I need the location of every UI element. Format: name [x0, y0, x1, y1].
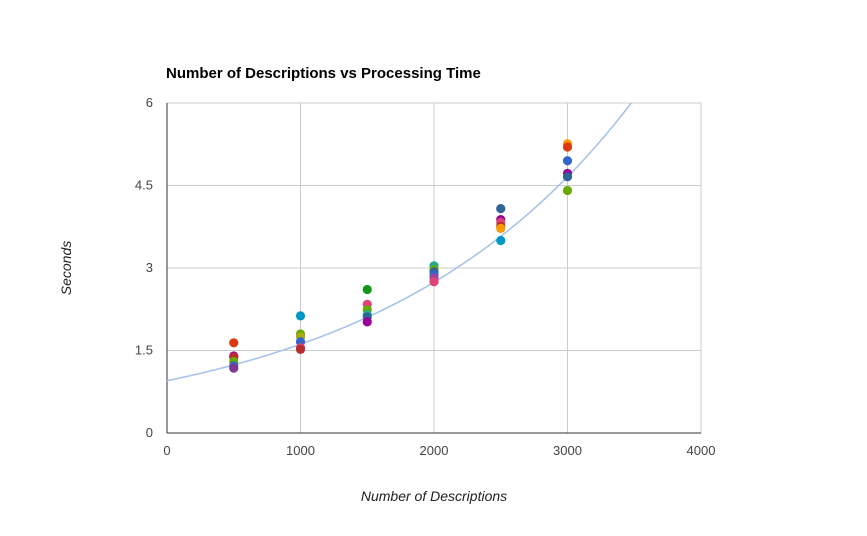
x-tick-label: 0: [163, 443, 170, 458]
y-tick-label: 3: [146, 260, 153, 275]
x-tick-label: 2000: [420, 443, 449, 458]
x-axis-title: Number of Descriptions: [361, 488, 507, 504]
trendline-group: [166, 102, 632, 382]
y-axis-ticks: 0 1.5 3 4.5 6: [135, 95, 153, 440]
data-points: [229, 139, 573, 373]
grid-lines: [166, 102, 702, 434]
data-point: [429, 277, 439, 287]
data-point: [229, 363, 239, 373]
data-point: [562, 156, 573, 166]
y-tick-label: 1.5: [135, 343, 153, 358]
data-point: [295, 344, 306, 354]
data-point: [362, 317, 372, 327]
data-point: [229, 338, 239, 348]
y-tick-label: 6: [146, 95, 153, 110]
y-tick-label: 0: [146, 425, 153, 440]
data-point: [562, 185, 573, 196]
y-tick-label: 4.5: [135, 178, 153, 193]
x-tick-label: 1000: [286, 443, 315, 458]
data-point: [562, 172, 573, 182]
y-axis-title: Seconds: [58, 241, 74, 295]
data-point: [496, 223, 506, 233]
trendline: [166, 102, 632, 382]
data-point: [562, 142, 573, 152]
x-tick-label: 3000: [553, 443, 582, 458]
x-tick-label: 4000: [687, 443, 716, 458]
chart-title: Number of Descriptions vs Processing Tim…: [166, 65, 481, 82]
data-point: [295, 311, 306, 321]
data-point: [496, 235, 506, 246]
data-point: [362, 284, 372, 295]
x-axis-ticks: 0 1000 2000 3000 4000: [163, 443, 715, 458]
data-point: [496, 204, 506, 214]
